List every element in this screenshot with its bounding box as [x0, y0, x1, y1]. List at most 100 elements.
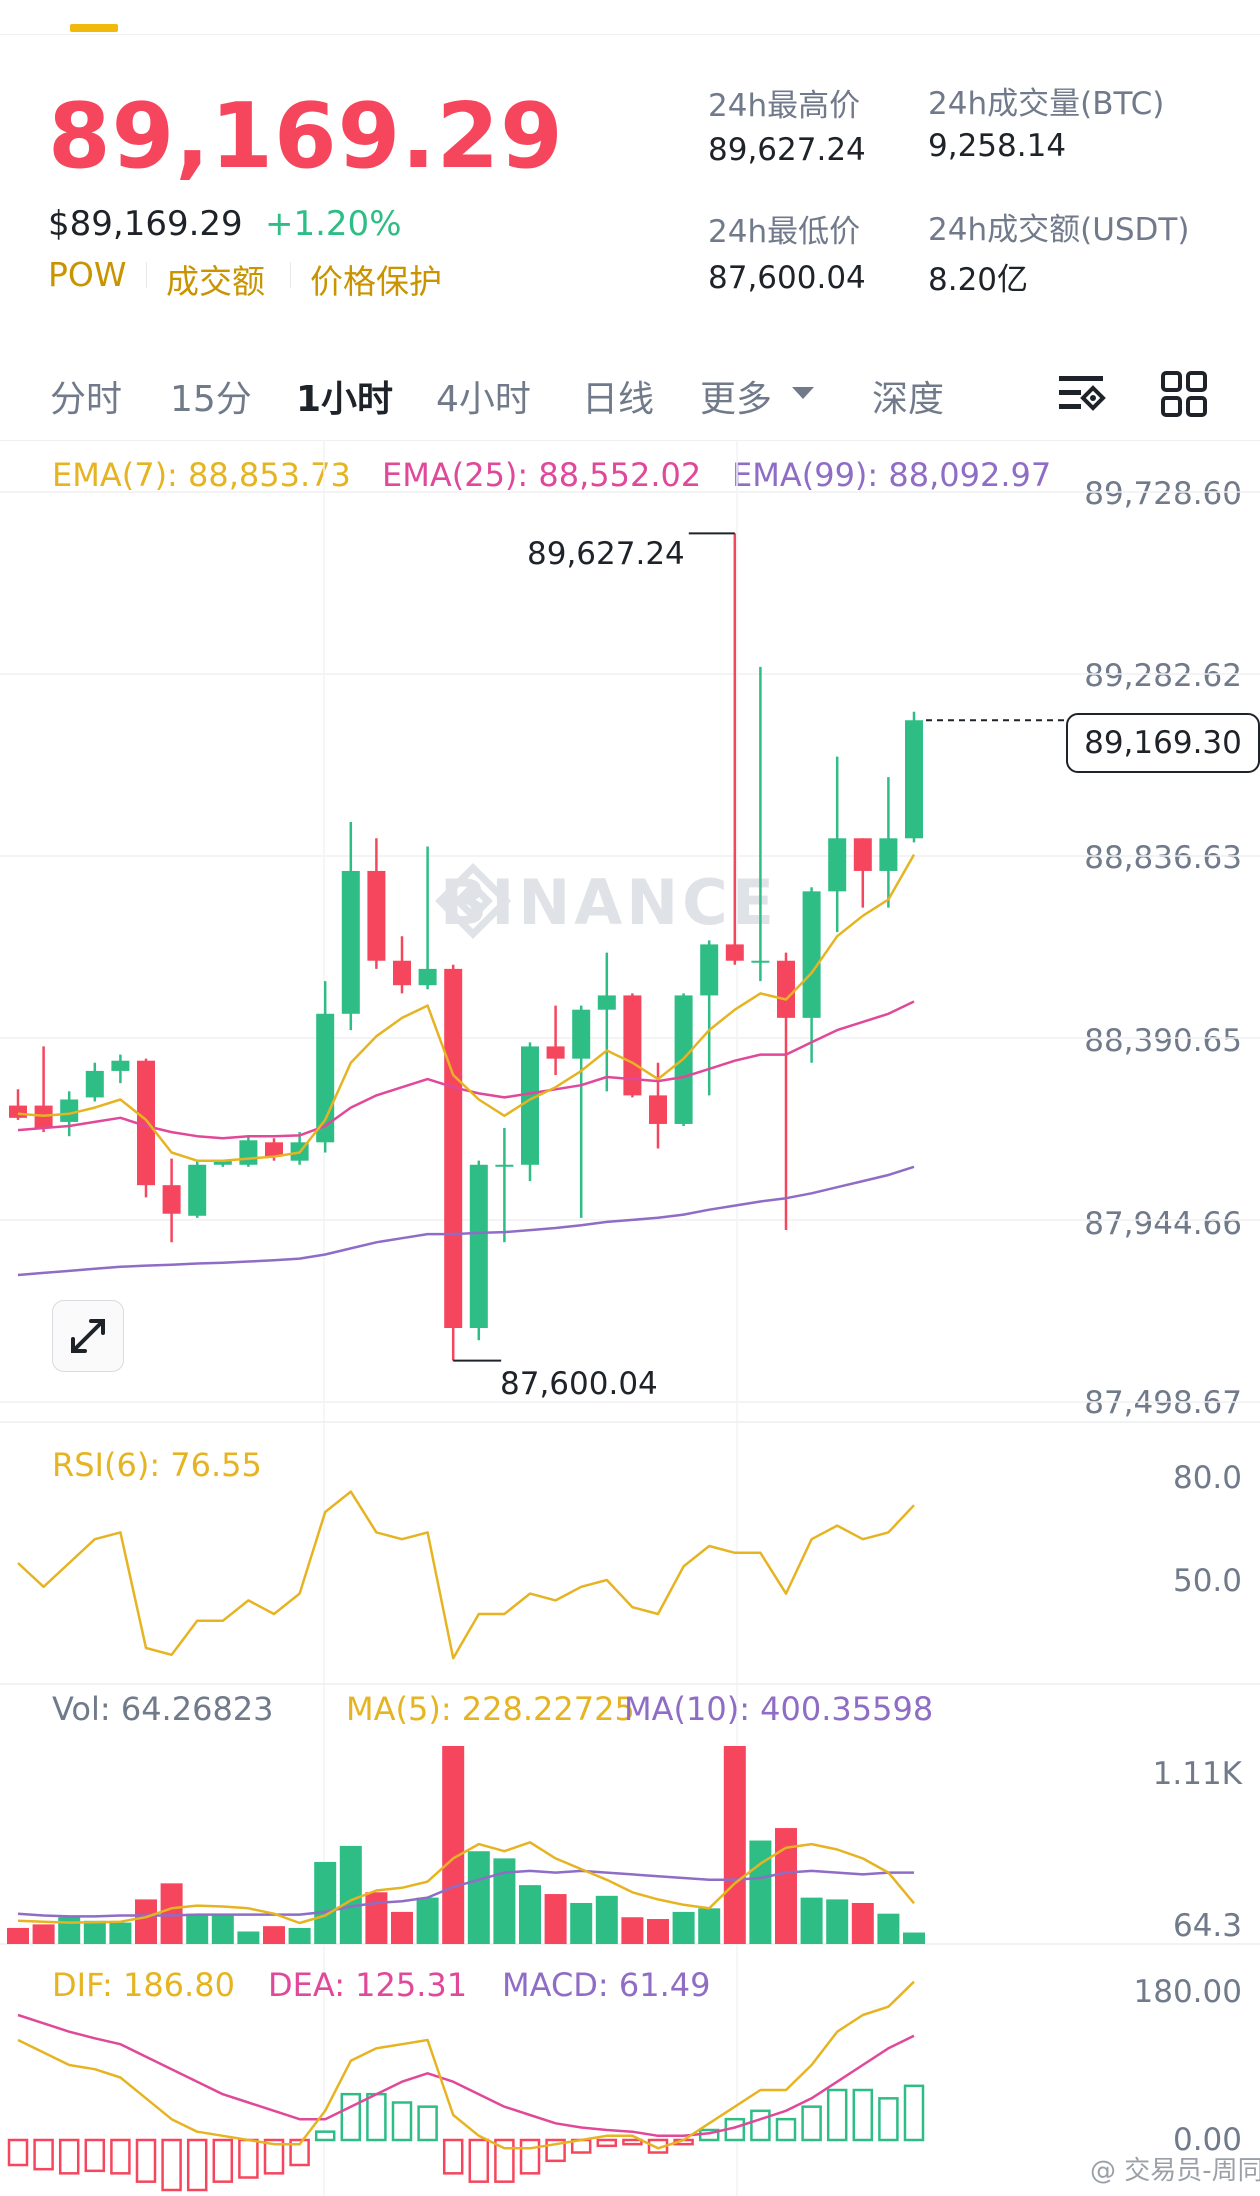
volume-bar	[391, 1911, 413, 1944]
macd-histogram-bar	[212, 2138, 234, 2183]
vol-usdt-value: 8.20亿	[928, 262, 1029, 298]
candle-body	[495, 1164, 514, 1167]
volume-bar	[32, 1924, 55, 1944]
interval-tabs	[0, 350, 1260, 441]
binance-logo-icon	[435, 863, 511, 939]
macd-histogram-bar	[33, 2138, 54, 2171]
volume-axis-tick: 64.3	[1172, 1908, 1242, 1944]
volume-bar	[314, 1861, 337, 1944]
candle-body	[162, 1185, 181, 1214]
kline-chart[interactable]	[0, 440, 1260, 2196]
price-axis-tick: 88,836.63	[1084, 840, 1242, 876]
volume-legend: Vol: 64.26823	[52, 1690, 274, 1728]
macd-histogram-bar	[263, 2138, 285, 2175]
volume-bar	[544, 1894, 567, 1944]
volume-bar	[647, 1919, 669, 1944]
price-axis-tick: 89,282.62	[1084, 658, 1242, 694]
macd-value-legend: MACD: 61.49	[502, 1966, 711, 2004]
tag-volume[interactable]: 成交额	[166, 262, 265, 301]
macd-histogram-bar	[442, 2138, 464, 2175]
volume-pane	[7, 1746, 925, 1944]
candle-body	[546, 1046, 565, 1059]
volume-bar	[365, 1892, 388, 1944]
tab-daily[interactable]: 日线	[582, 379, 655, 420]
vol-usdt-label: 24h成交额(USDT)	[928, 212, 1190, 248]
fullscreen-button[interactable]	[52, 1300, 124, 1372]
grid-layout-icon[interactable]	[1160, 370, 1208, 418]
ema99-line	[17, 1165, 915, 1277]
volume-bar	[7, 1927, 29, 1944]
volume-bar	[775, 1828, 797, 1944]
macd-histogram-bar	[494, 2138, 515, 2183]
macd-histogram-bar	[391, 2101, 413, 2142]
macd-histogram-bar	[775, 2117, 797, 2142]
indicator-settings-icon[interactable]	[1055, 368, 1107, 420]
candle-body	[60, 1099, 79, 1122]
candle-body	[777, 960, 795, 1018]
ema25-line	[17, 1000, 915, 1140]
macd-histogram-bar	[826, 2088, 848, 2142]
expand-icon	[71, 1319, 105, 1353]
volume-bar	[109, 1922, 132, 1944]
macd-pane	[7, 1980, 925, 2192]
macd-histogram-bar	[801, 2105, 822, 2142]
volume-bar	[263, 1926, 285, 1944]
macd-histogram-bar	[289, 2138, 310, 2167]
volume-bar	[186, 1913, 209, 1944]
volume-bar	[83, 1920, 106, 1944]
rsi-line	[17, 1490, 915, 1660]
high-marker-label: 89,627.24	[527, 536, 685, 572]
candle-body	[700, 944, 719, 996]
macd-histogram-bar	[238, 2138, 259, 2179]
high-label: 24h最高价	[708, 88, 861, 124]
volume-bar	[467, 1851, 490, 1944]
candle-body	[85, 1070, 104, 1098]
volume-bar	[442, 1746, 465, 1944]
volume-bar	[800, 1897, 823, 1944]
rsi-legend: RSI(6): 76.55	[52, 1446, 262, 1484]
macd-histogram-bar	[878, 2097, 899, 2142]
price-axis-tick: 87,944.66	[1084, 1206, 1242, 1242]
tab-depth[interactable]: 深度	[872, 379, 945, 420]
tab-4h[interactable]: 4小时	[436, 379, 531, 420]
tag-price-protection[interactable]: 价格保护	[310, 262, 442, 301]
macd-dea-line	[17, 2013, 915, 2138]
candle-body	[111, 1060, 130, 1071]
volume-bar	[493, 1858, 516, 1944]
volume-axis-tick: 1.11K	[1152, 1756, 1242, 1792]
macd-histogram-bar	[468, 2138, 490, 2183]
volume-bar	[749, 1840, 772, 1944]
rsi-pane	[17, 1490, 915, 1660]
price-axis-tick: 88,390.65	[1084, 1023, 1242, 1059]
macd-dif-legend: DIF: 186.80	[52, 1966, 235, 2004]
volume-bar	[416, 1897, 439, 1944]
candle-body	[725, 944, 744, 961]
macd-histogram-bar	[596, 2138, 618, 2148]
chevron-down-icon[interactable]	[792, 387, 814, 399]
tag-divider	[146, 262, 147, 288]
tab-time-sharing[interactable]: 分时	[50, 379, 123, 420]
tab-15m[interactable]: 15分	[170, 379, 252, 420]
candle-body	[469, 1164, 488, 1329]
volume-bar	[621, 1917, 644, 1944]
candle-body	[265, 1142, 283, 1157]
tab-1h[interactable]: 1小时	[296, 379, 394, 420]
candle-body	[444, 968, 463, 1329]
vol-btc-label: 24h成交量(BTC)	[928, 86, 1165, 122]
tab-more[interactable]: 更多	[700, 379, 773, 420]
ema-lines	[17, 853, 916, 1277]
candle-body	[649, 1095, 667, 1124]
macd-axis-tick: 0.00	[1172, 2122, 1242, 2158]
macd-histogram-bar	[750, 2109, 771, 2142]
volume-bar	[877, 1913, 900, 1944]
macd-histogram-bar	[84, 2138, 106, 2173]
tag-pow[interactable]: POW	[48, 255, 127, 294]
candle-body	[367, 870, 386, 961]
candle-body	[751, 960, 770, 963]
ema99-legend: EMA(99): 88,092.97	[732, 456, 1052, 494]
macd-histogram-bar	[135, 2138, 157, 2183]
macd-histogram-bar	[110, 2138, 131, 2175]
volume-bar	[237, 1931, 260, 1944]
candle-body	[418, 968, 437, 986]
macd-histogram-bar	[519, 2138, 541, 2175]
